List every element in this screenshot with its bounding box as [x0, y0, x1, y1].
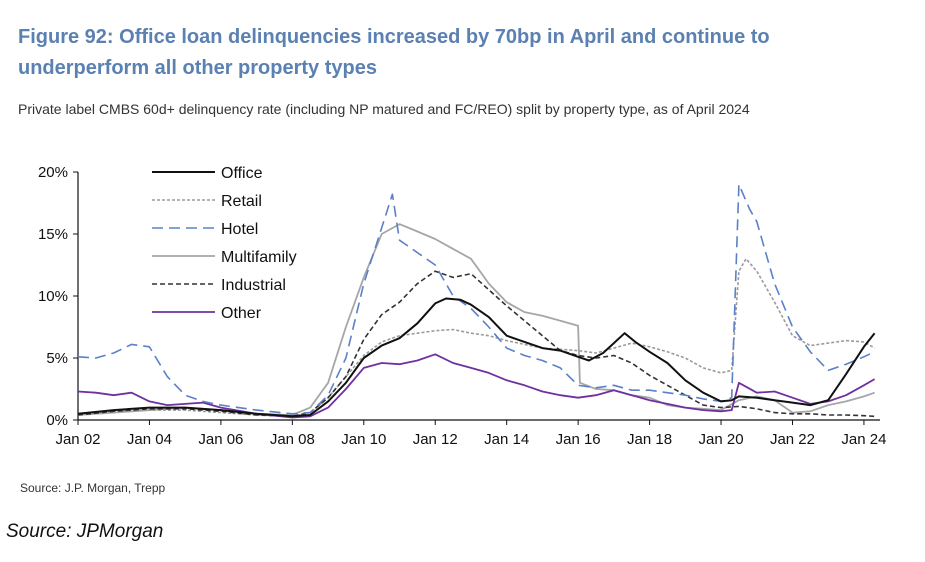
- delinquency-line-chart: 0% 5% 10% 15% 20% Jan 02 Jan 04 Jan 06 Jan 08 Jan…: [38, 164, 886, 448]
- legend-label-other: Other: [221, 305, 262, 322]
- x-tick-label: Jan 02: [55, 431, 100, 448]
- source-note-secondary: Source: JPMorgan: [6, 521, 164, 542]
- x-tick-label: Jan 18: [627, 431, 672, 448]
- chart-axes: 0% 5% 10% 15% 20% Jan 02 Jan 04 Jan 06 Jan 08 Jan…: [38, 164, 886, 448]
- y-tick-label: 5%: [46, 350, 68, 367]
- legend-label-multifamily: Multifamily: [221, 249, 297, 266]
- x-tick-label: Jan 14: [484, 431, 529, 448]
- chart-series: [77, 183, 876, 419]
- x-tick-label: Jan 22: [770, 431, 815, 448]
- x-tick-label: Jan 12: [413, 431, 458, 448]
- y-tick-label: 0%: [46, 412, 68, 429]
- x-tick-label: Jan 10: [341, 431, 386, 448]
- series-line-hotel: [77, 183, 875, 415]
- legend-label-office: Office: [221, 165, 263, 182]
- series-line-office: [77, 297, 876, 418]
- legend-label-hotel: Hotel: [221, 221, 258, 238]
- legend-label-industrial: Industrial: [221, 277, 286, 294]
- x-tick-label: Jan 06: [198, 431, 243, 448]
- x-tick-label: Jan 24: [841, 431, 886, 448]
- x-tick-label: Jan 20: [699, 431, 744, 448]
- y-tick-label: 15%: [38, 226, 68, 243]
- series-line-industrial: [77, 270, 875, 418]
- y-tick-label: 10%: [38, 288, 68, 305]
- source-note-primary: Source: J.P. Morgan, Trepp: [20, 481, 166, 495]
- x-tick-label: Jan 08: [270, 431, 315, 448]
- chart-subtitle: Private label CMBS 60d+ delinquency rate…: [18, 101, 750, 117]
- x-tick-label: Jan 16: [556, 431, 601, 448]
- x-tick-label: Jan 04: [127, 431, 172, 448]
- y-tick-label: 20%: [38, 164, 68, 181]
- series-line-other: [77, 353, 876, 419]
- series-line-multifamily: [77, 223, 875, 416]
- legend-label-retail: Retail: [221, 193, 262, 210]
- chart-legend: Office Retail Hotel Multifamily Industrial Ot…: [152, 165, 297, 322]
- chart-title: Figure 92: Office loan delinquencies inc…: [18, 26, 770, 79]
